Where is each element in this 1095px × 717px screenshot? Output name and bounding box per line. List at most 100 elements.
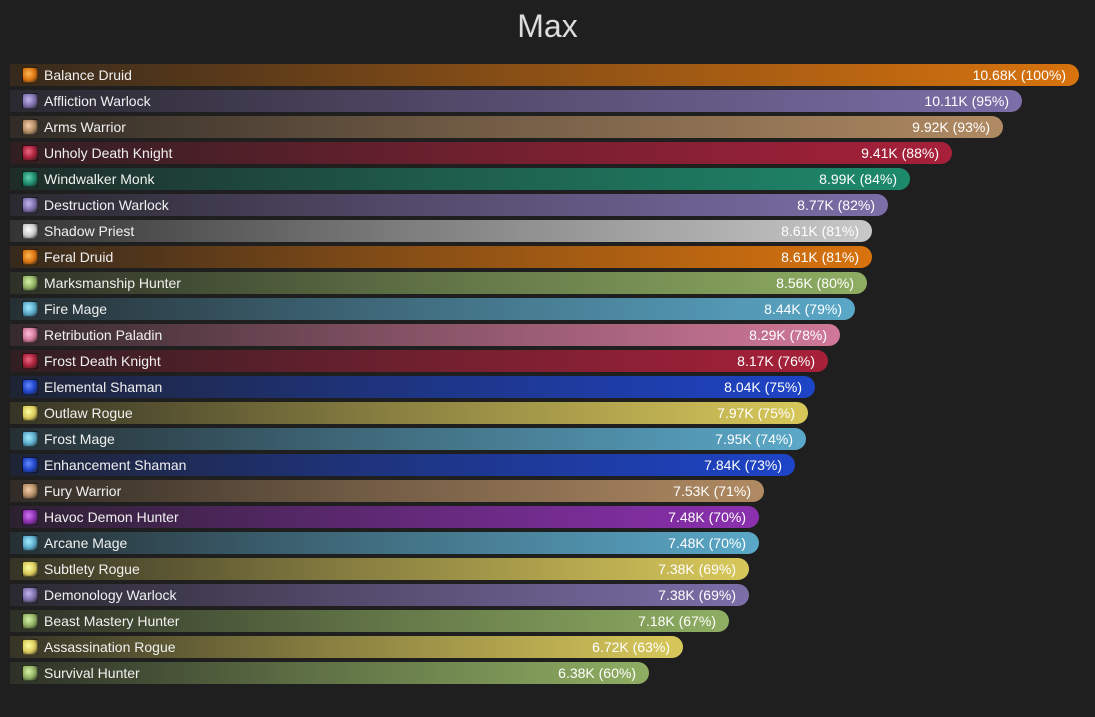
bar-row: Unholy Death Knight 9.41K (88%) [10, 142, 952, 164]
retribution-paladin-icon [22, 327, 38, 343]
bar-row: Fury Warrior 7.53K (71%) [10, 480, 764, 502]
bar[interactable] [10, 90, 1022, 112]
value-label: 6.38K (60%) [558, 665, 636, 681]
value-label: 8.29K (78%) [749, 327, 827, 343]
bar[interactable] [10, 402, 808, 424]
value-label: 8.17K (76%) [737, 353, 815, 369]
bar-row: Arcane Mage 7.48K (70%) [10, 532, 759, 554]
bar[interactable] [10, 324, 840, 346]
value-label: 8.77K (82%) [797, 197, 875, 213]
assassination-rogue-icon [22, 639, 38, 655]
spec-label: Shadow Priest [44, 223, 135, 239]
fire-mage-icon [22, 301, 38, 317]
bar[interactable] [10, 168, 910, 190]
arms-warrior-icon [22, 119, 38, 135]
bar-row: Arms Warrior 9.92K (93%) [10, 116, 1003, 138]
value-label: 7.95K (74%) [715, 431, 793, 447]
bar[interactable] [10, 220, 872, 242]
bar-row: Outlaw Rogue 7.97K (75%) [10, 402, 808, 424]
value-label: 7.48K (70%) [668, 535, 746, 551]
bar-row: Subtlety Rogue 7.38K (69%) [10, 558, 749, 580]
marksmanship-hunter-icon [22, 275, 38, 291]
value-label: 8.04K (75%) [724, 379, 802, 395]
bar-row: Fire Mage 8.44K (79%) [10, 298, 855, 320]
bar[interactable] [10, 298, 855, 320]
bar-row: Enhancement Shaman 7.84K (73%) [10, 454, 795, 476]
outlaw-rogue-icon [22, 405, 38, 421]
bar[interactable] [10, 142, 952, 164]
bar-row: Retribution Paladin 8.29K (78%) [10, 324, 840, 346]
value-label: 7.18K (67%) [638, 613, 716, 629]
value-label: 8.56K (80%) [776, 275, 854, 291]
bar-row: Destruction Warlock 8.77K (82%) [10, 194, 888, 216]
value-label: 7.48K (70%) [668, 509, 746, 525]
value-label: 9.92K (93%) [912, 119, 990, 135]
value-label: 6.72K (63%) [592, 639, 670, 655]
bar[interactable] [10, 428, 806, 450]
bar[interactable] [10, 584, 749, 606]
arcane-mage-icon [22, 535, 38, 551]
unholy-death-knight-icon [22, 145, 38, 161]
havoc-demon-hunter-icon [22, 509, 38, 525]
bar[interactable] [10, 532, 759, 554]
feral-druid-icon [22, 249, 38, 265]
spec-label: Havoc Demon Hunter [44, 509, 179, 525]
value-label: 8.99K (84%) [819, 171, 897, 187]
value-label: 9.41K (88%) [861, 145, 939, 161]
bar-row: Shadow Priest 8.61K (81%) [10, 220, 872, 242]
bar-row: Beast Mastery Hunter 7.18K (67%) [10, 610, 729, 632]
bar[interactable] [10, 662, 649, 684]
value-label: 10.11K (95%) [924, 93, 1009, 109]
spec-label: Fire Mage [44, 301, 108, 317]
value-label: 8.61K (81%) [781, 223, 859, 239]
destruction-warlock-icon [22, 197, 38, 213]
value-label: 7.97K (75%) [717, 405, 795, 421]
balance-druid-icon [22, 67, 38, 83]
bar-row: Survival Hunter 6.38K (60%) [10, 662, 649, 684]
bar[interactable] [10, 350, 828, 372]
value-label: 7.38K (69%) [658, 587, 736, 603]
bar-row: Elemental Shaman 8.04K (75%) [10, 376, 815, 398]
spec-label: Arms Warrior [44, 119, 126, 135]
bar[interactable] [10, 610, 729, 632]
bar[interactable] [10, 558, 749, 580]
bar[interactable] [10, 246, 872, 268]
elemental-shaman-icon [22, 379, 38, 395]
bar[interactable] [10, 454, 795, 476]
bar[interactable] [10, 636, 683, 658]
fury-warrior-icon [22, 483, 38, 499]
bar[interactable] [10, 506, 759, 528]
shadow-priest-icon [22, 223, 38, 239]
spec-label: Destruction Warlock [44, 197, 169, 213]
value-label: 7.38K (69%) [658, 561, 736, 577]
bar[interactable] [10, 116, 1003, 138]
spec-label: Feral Druid [44, 249, 114, 265]
windwalker-monk-icon [22, 171, 38, 187]
spec-label: Demonology Warlock [44, 587, 177, 603]
bar[interactable] [10, 480, 764, 502]
spec-label: Affliction Warlock [44, 93, 151, 109]
bar-row: Affliction Warlock 10.11K (95%) [10, 90, 1022, 112]
bar-row: Marksmanship Hunter 8.56K (80%) [10, 272, 867, 294]
value-label: 10.68K (100%) [972, 67, 1066, 83]
survival-hunter-icon [22, 665, 38, 681]
spec-label: Subtlety Rogue [44, 561, 140, 577]
spec-label: Frost Mage [44, 431, 115, 447]
bar-row: Feral Druid 8.61K (81%) [10, 246, 872, 268]
bar-row: Havoc Demon Hunter 7.48K (70%) [10, 506, 759, 528]
frost-death-knight-icon [22, 353, 38, 369]
spec-label: Balance Druid [44, 67, 132, 83]
spec-label: Retribution Paladin [44, 327, 163, 343]
bar[interactable] [10, 376, 815, 398]
spec-label: Unholy Death Knight [44, 145, 173, 161]
spec-label: Assassination Rogue [44, 639, 176, 655]
bar-row: Assassination Rogue 6.72K (63%) [10, 636, 683, 658]
bar-row: Balance Druid 10.68K (100%) [10, 64, 1079, 86]
bar[interactable] [10, 64, 1079, 86]
affliction-warlock-icon [22, 93, 38, 109]
spec-label: Fury Warrior [44, 483, 122, 499]
bar[interactable] [10, 194, 888, 216]
bar[interactable] [10, 272, 867, 294]
